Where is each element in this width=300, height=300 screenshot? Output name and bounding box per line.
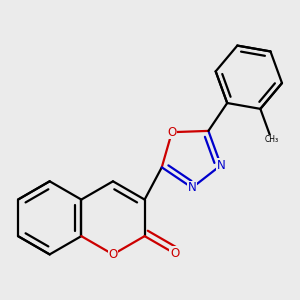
Text: O: O (167, 126, 176, 139)
Text: O: O (170, 247, 179, 260)
Text: N: N (217, 159, 225, 172)
Text: N: N (188, 181, 197, 194)
Text: O: O (108, 248, 118, 261)
Text: CH₃: CH₃ (265, 135, 279, 144)
